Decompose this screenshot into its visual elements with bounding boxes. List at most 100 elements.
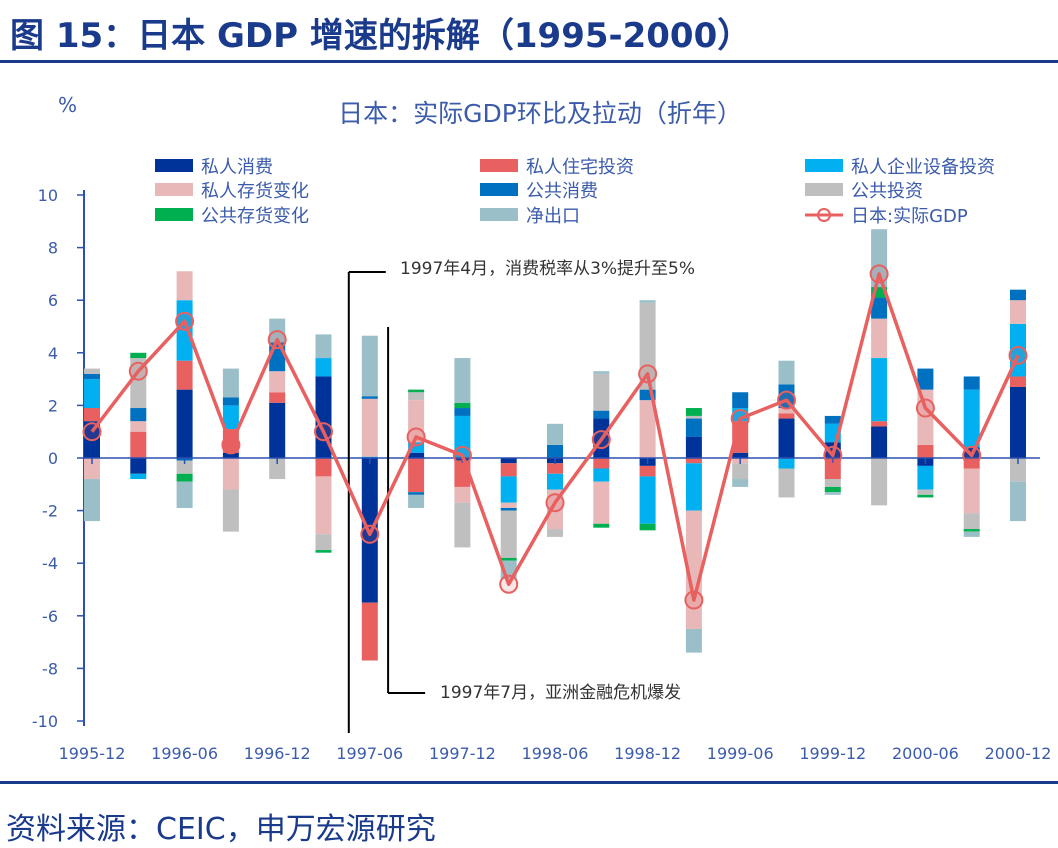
legend-swatch — [155, 183, 193, 196]
gdp-point — [915, 398, 935, 418]
y-axis-unit: % — [58, 93, 77, 117]
gdp-point — [823, 445, 843, 465]
bar-segment — [500, 510, 517, 558]
bar-segment — [1010, 481, 1026, 522]
x-tick-label: 1997-06 — [336, 744, 403, 763]
bar-segment — [732, 452, 749, 458]
bar-segment — [130, 458, 147, 474]
legend-label: 日本:实际GDP — [851, 206, 968, 227]
gdp-point — [684, 590, 704, 610]
legend-label: 私人消费 — [201, 157, 273, 178]
y-tick-label: 0 — [48, 449, 58, 468]
bar-segment — [222, 452, 239, 458]
y-tick-label: 4 — [48, 344, 58, 363]
gdp-point — [406, 427, 426, 447]
bar-segment — [963, 389, 980, 448]
legend-label: 私人企业设备投资 — [851, 157, 995, 178]
bar-segment — [222, 368, 239, 398]
bar-segment — [963, 531, 980, 537]
bar-segment — [778, 408, 795, 414]
bar-segment — [824, 486, 841, 493]
gdp-point — [452, 445, 472, 465]
bar-segment — [408, 389, 425, 393]
bar-segment — [315, 550, 332, 553]
bar-segment — [84, 368, 100, 374]
bar-segment — [1010, 376, 1026, 387]
legend-label: 私人住宅投资 — [526, 157, 634, 178]
gdp-point — [360, 524, 380, 544]
bar-segment — [547, 423, 563, 445]
header-rule — [0, 60, 1058, 63]
legend-swatch — [155, 208, 193, 221]
bar-segment — [547, 444, 563, 458]
bar-segment — [361, 335, 378, 397]
x-tick-label: 2000-06 — [892, 744, 959, 763]
gdp-point — [175, 311, 195, 331]
bar-segment — [454, 358, 471, 403]
bar-segment — [130, 421, 147, 432]
bar-segment — [917, 368, 934, 390]
bar-segment — [639, 389, 656, 401]
bar-segment — [176, 389, 193, 458]
bar-segment — [685, 436, 702, 458]
bar-segment — [778, 413, 795, 419]
x-tick-label: 1996-06 — [151, 744, 218, 763]
bar-segment — [593, 523, 610, 528]
bar-segment — [778, 418, 795, 458]
bar-segment — [361, 396, 378, 399]
bar-segment — [1010, 300, 1026, 324]
figure-header: 图 15：日本 GDP 增速的拆解（1995-2000） — [10, 16, 752, 56]
bar-segment — [84, 479, 100, 522]
bar-segment — [685, 458, 702, 464]
gdp-point — [869, 264, 889, 284]
bar-segment — [408, 392, 425, 401]
footer-rule — [0, 781, 1058, 784]
bar-segment — [963, 513, 980, 530]
bar-segment — [639, 465, 656, 477]
bar-segment — [500, 557, 517, 561]
bar-segment — [176, 360, 193, 390]
bar-segment — [547, 529, 563, 537]
gdp-point — [128, 361, 148, 381]
bar-segment — [871, 229, 888, 288]
bar-segment — [917, 444, 934, 458]
gdp-point — [1008, 345, 1028, 365]
gdp-point — [962, 445, 982, 465]
legend-label: 私人存货变化 — [201, 181, 309, 202]
y-tick-label: -6 — [42, 607, 58, 626]
gdp-point — [638, 364, 658, 384]
legend-swatch — [480, 159, 518, 172]
bar-segment — [1010, 386, 1026, 458]
bar-segment — [547, 473, 563, 490]
bar-segment — [130, 473, 147, 480]
bar-segment — [500, 476, 517, 503]
y-tick-label: 6 — [48, 291, 58, 310]
y-tick-label: -10 — [32, 712, 58, 731]
bar-segment — [871, 426, 888, 458]
bar-segment — [871, 287, 888, 298]
bar-segment — [269, 402, 286, 458]
bar-segment — [454, 402, 471, 409]
bar-segment — [732, 392, 749, 409]
bar-segment — [1010, 289, 1026, 301]
x-tick-label: 1998-06 — [522, 744, 589, 763]
legend-label: 公共投资 — [851, 181, 923, 202]
x-tick-label: 1996-12 — [244, 744, 311, 763]
bar-segment — [639, 476, 656, 524]
bar-segment — [222, 397, 239, 406]
bar-segment — [361, 398, 378, 457]
bar-segment — [408, 442, 425, 453]
bar-segment — [315, 534, 332, 551]
bar-segment — [500, 463, 517, 477]
bar-segment — [547, 463, 563, 474]
gdp-point — [545, 493, 565, 513]
legend-swatch — [805, 159, 843, 172]
legend-line-marker — [817, 208, 831, 222]
x-tick-label: 1999-06 — [707, 744, 774, 763]
bar-segment — [408, 458, 425, 493]
bar-segment — [963, 468, 980, 514]
bar-segment — [593, 371, 610, 374]
annotation-text: 1997年7月，亚洲金融危机爆发 — [440, 683, 681, 703]
bar-segment — [222, 458, 239, 490]
legend-swatch — [480, 183, 518, 196]
